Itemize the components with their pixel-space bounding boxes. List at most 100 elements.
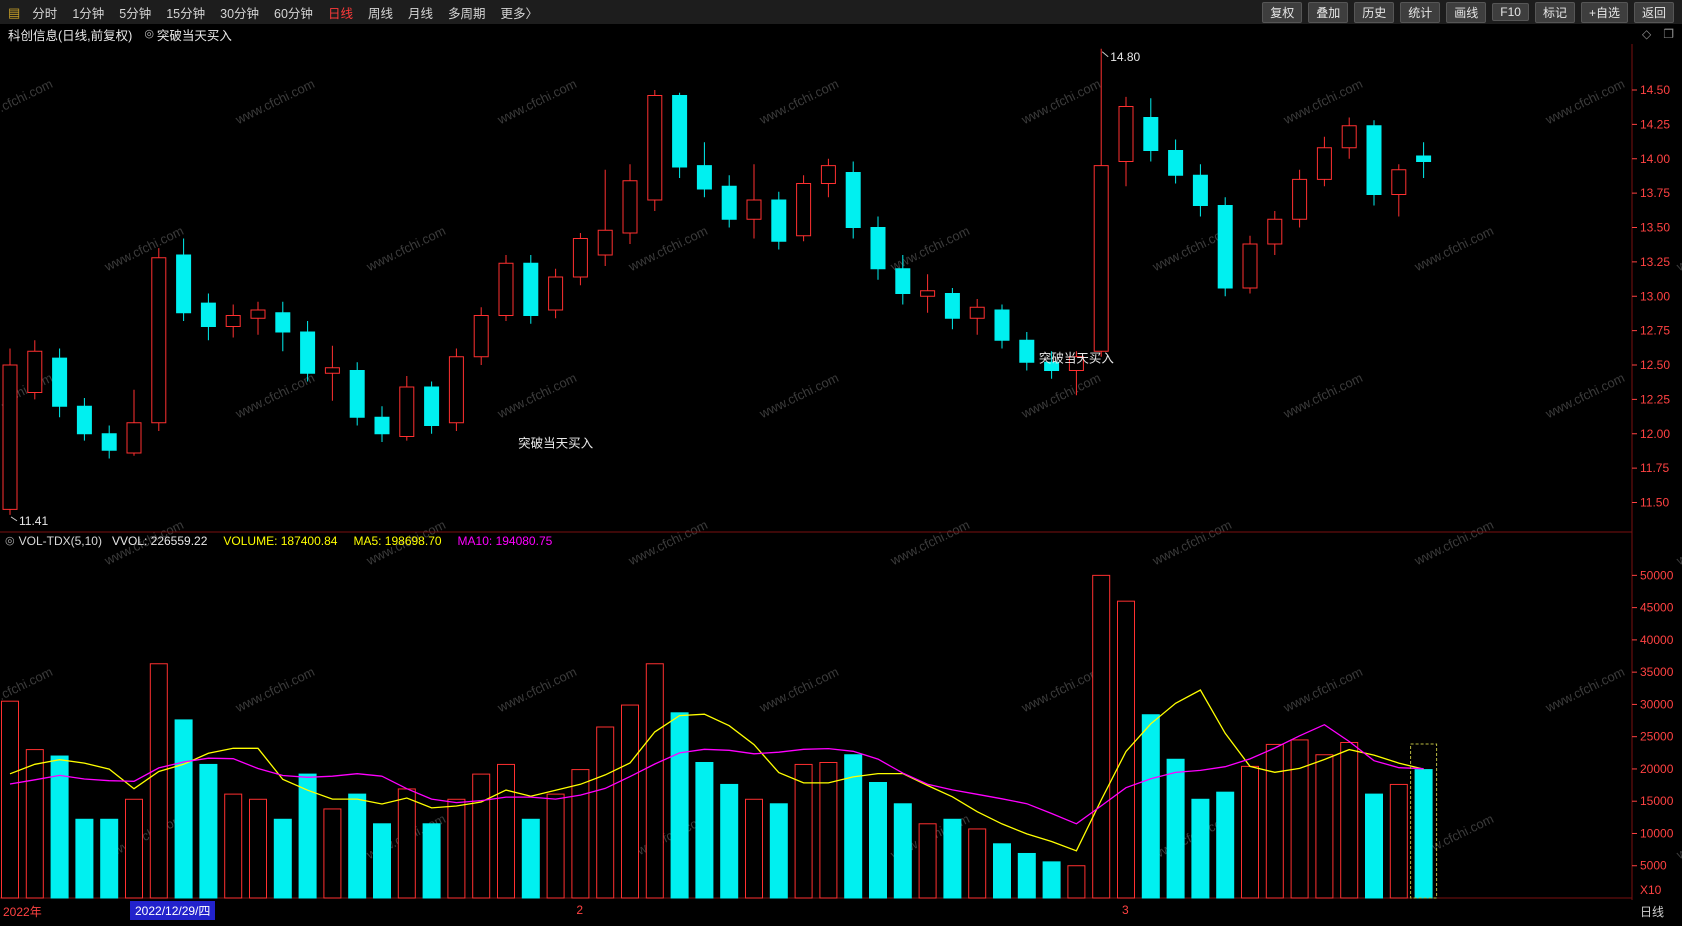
candle-body <box>473 315 489 358</box>
chart-titlebar: 科创信息(日线,前复权) ◎ 突破当天买入 ◇ ❐ <box>0 24 1682 44</box>
candle-body <box>349 370 365 418</box>
tool-叠加[interactable]: 叠加 <box>1308 1 1349 23</box>
svg-text:12.00: 12.00 <box>1640 427 1670 441</box>
volume-bar <box>546 793 565 899</box>
app-menu-icon[interactable]: ▤ <box>8 4 21 20</box>
volume-bar <box>869 781 887 899</box>
volume-bar <box>25 749 44 899</box>
candle-body <box>746 199 762 220</box>
volume-bar <box>720 783 739 899</box>
period-周线[interactable]: 周线 <box>367 6 393 21</box>
period-1分钟[interactable]: 1分钟 <box>72 6 105 21</box>
period-5分钟[interactable]: 5分钟 <box>119 6 152 21</box>
volume-bar <box>918 823 937 899</box>
period-15分钟[interactable]: 15分钟 <box>166 6 206 21</box>
candle-body <box>1168 150 1184 176</box>
volume-indicator-header: ◎ VOL-TDX(5,10) VVOL: 226559.22 VOLUME: … <box>5 534 552 548</box>
period-更多〉[interactable]: 更多〉 <box>500 6 539 21</box>
ma5-value: MA5: 198698.70 <box>353 534 442 548</box>
candle-body <box>1416 155 1432 162</box>
svg-text:25000: 25000 <box>1640 730 1674 744</box>
candle-body <box>920 290 936 297</box>
tool-F10[interactable]: F10 <box>1492 3 1529 21</box>
volume-bar <box>1315 754 1334 899</box>
tool-返回[interactable]: 返回 <box>1633 1 1674 23</box>
tool-统计[interactable]: 统计 <box>1400 1 1441 23</box>
volume-bar <box>794 763 813 899</box>
volume-bars[interactable] <box>1 574 1433 899</box>
candle-body <box>870 227 886 270</box>
svg-text:50000: 50000 <box>1640 568 1674 582</box>
svg-text:14.00: 14.00 <box>1640 152 1670 166</box>
volume-bar <box>1042 861 1061 899</box>
svg-text:15000: 15000 <box>1640 794 1674 808</box>
svg-text:14.50: 14.50 <box>1640 83 1670 97</box>
volume-bar <box>50 755 69 899</box>
signal-indicator-label: 突破当天买入 <box>156 28 232 43</box>
candle-body <box>374 416 390 435</box>
candle-body <box>796 183 812 237</box>
candle-body <box>498 262 514 316</box>
volume-bar <box>298 773 317 899</box>
svg-text:12.75: 12.75 <box>1640 324 1670 338</box>
volume-value: VOLUME: 187400.84 <box>223 534 338 548</box>
period-nav: 分时 1分钟 5分钟 15分钟 30分钟 60分钟 日线 周线 月线 多周期 更多〉 <box>32 3 553 22</box>
volume-multiplier-label: X10 <box>1640 883 1662 897</box>
chart-area[interactable]: www.cfchi.com www.cfchi.com www.cfchi.com w… <box>0 44 1682 926</box>
window-maximize-icon[interactable]: ❐ <box>1663 27 1674 41</box>
candlesticks[interactable] <box>2 48 1432 515</box>
candle-body <box>324 367 340 374</box>
candle-body <box>647 95 663 201</box>
tool-历史[interactable]: 历史 <box>1354 1 1395 23</box>
volume-bar <box>695 761 714 899</box>
candle-body <box>1242 243 1258 289</box>
period-30分钟[interactable]: 30分钟 <box>220 6 260 21</box>
svg-text:13.00: 13.00 <box>1640 289 1670 303</box>
signal-indicator-badge[interactable]: ◎ 突破当天买入 <box>144 25 232 44</box>
volume-bar <box>745 798 763 899</box>
candle-body <box>969 306 985 319</box>
candle-body <box>1118 106 1134 162</box>
volume-bar <box>1290 739 1309 899</box>
candle-body <box>622 180 638 234</box>
volume-bar <box>1166 758 1185 899</box>
period-60分钟[interactable]: 60分钟 <box>274 6 313 21</box>
candle-body <box>1316 147 1332 180</box>
volume-bar <box>75 818 94 899</box>
candle-body <box>1341 125 1357 149</box>
tool-+自选[interactable]: +自选 <box>1580 1 1628 23</box>
indicator-collapse-icon[interactable]: ◎ <box>5 534 15 547</box>
svg-text:20000: 20000 <box>1640 762 1674 776</box>
volume-bar <box>125 798 143 899</box>
ma10-value: MA10: 194080.75 <box>457 534 553 548</box>
candle-body <box>151 257 167 424</box>
candle-body <box>523 262 539 316</box>
diamond-mark-icon[interactable]: ◇ <box>1642 27 1652 41</box>
candle-body <box>944 293 960 319</box>
volume-bar <box>397 788 416 899</box>
candle-body <box>696 165 712 190</box>
date-axis: 2022年 2022/12/29/四 日线 2 3 <box>0 900 1682 922</box>
candle-body <box>399 386 415 437</box>
period-分时[interactable]: 分时 <box>32 6 58 21</box>
indicator-name[interactable]: VOL-TDX(5,10) <box>18 534 102 548</box>
tool-画线[interactable]: 画线 <box>1446 1 1487 23</box>
vvol-value: VVOL: 226559.22 <box>111 534 208 548</box>
candle-body <box>721 185 737 220</box>
buy-signal-label: 突破当天买入 <box>1039 350 1115 365</box>
candle-body <box>672 95 688 168</box>
period-多周期[interactable]: 多周期 <box>447 6 486 21</box>
candle-body <box>820 165 836 184</box>
period-月线[interactable]: 月线 <box>407 6 433 21</box>
volume-bar <box>422 823 441 899</box>
candle-body <box>1267 218 1283 245</box>
candle-body <box>126 422 142 454</box>
volume-bar <box>571 769 590 899</box>
candle-body <box>1019 339 1035 363</box>
period-日线[interactable]: 日线 <box>327 6 353 21</box>
tool-复权[interactable]: 复权 <box>1262 1 1303 23</box>
tool-标记[interactable]: 标记 <box>1534 1 1575 23</box>
svg-text:45000: 45000 <box>1640 601 1674 615</box>
kline-volume-chart[interactable]: 14.50 14.25 14.00 13.75 13.50 13.25 13.00 12.75… <box>0 44 1682 926</box>
